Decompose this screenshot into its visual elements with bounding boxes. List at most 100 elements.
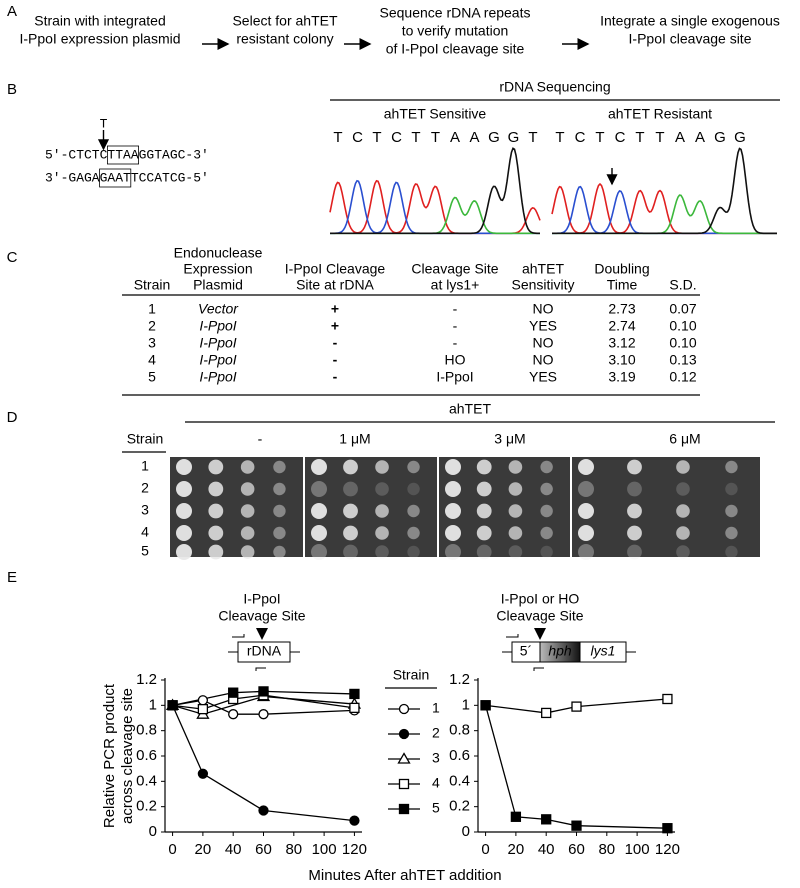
colony-spot [508, 460, 523, 474]
table-header: I-PpoI Cleavage [285, 261, 386, 277]
table-cell: YES [529, 318, 557, 334]
colony-spot [407, 460, 420, 474]
panel-letter: B [7, 81, 17, 98]
site-box [99, 168, 132, 188]
plate-image [170, 457, 760, 557]
table-cell: 2.73 [608, 301, 635, 317]
y-tick-label: 0.2 [449, 798, 470, 815]
colony-spot [240, 482, 255, 496]
colony-spot [627, 525, 642, 541]
table-header: Doubling [594, 261, 649, 277]
colony-spot [578, 525, 594, 541]
colony-spot [240, 504, 255, 518]
base-letter: T [431, 129, 440, 146]
colony-spot [725, 482, 738, 496]
gene-label: hph [548, 643, 572, 659]
colony-spot [407, 545, 420, 559]
series-line [484, 705, 668, 829]
colony-spot [627, 481, 642, 497]
colony-spot [208, 503, 224, 519]
y-tick-label: 0.6 [449, 747, 470, 764]
table-cell: 0.13 [669, 352, 696, 368]
point [197, 703, 209, 715]
panel-letter: A [7, 3, 17, 20]
x-axis-label: Minutes After ahTET addition [308, 867, 501, 884]
trace [551, 182, 777, 235]
step-text: of I-PpoI cleavage site [386, 41, 525, 57]
sequence: 3'-GAGAGAATTCCATCG-5' [45, 170, 209, 185]
step-text: to verify mutation [402, 23, 509, 39]
series-line [171, 705, 355, 822]
point [258, 686, 269, 697]
point [571, 820, 582, 831]
y-tick-label: 0.4 [136, 772, 157, 789]
table-cell: HO [445, 352, 466, 368]
colony-spot [273, 526, 286, 540]
colony-spot [508, 526, 523, 540]
legend-marker [398, 703, 410, 715]
table-cell: I-PpoI [436, 369, 473, 385]
primer [506, 634, 519, 638]
table-cell: I-PpoI [199, 335, 236, 351]
trace-label: ahTET Resistant [608, 106, 712, 122]
legend-label: 1 [432, 700, 440, 716]
mutation: T [100, 116, 108, 131]
legend-marker [398, 728, 410, 740]
x-tick-label: 0 [168, 841, 176, 858]
x-tick-label: 40 [225, 841, 242, 858]
table-cell: 2 [148, 318, 156, 334]
colony-spot [578, 544, 594, 560]
point [228, 709, 239, 720]
base-letter: C [575, 129, 586, 146]
colony-spot [343, 459, 358, 475]
table-cell: NO [533, 301, 554, 317]
y-tick-label: 1 [462, 696, 470, 713]
base-letter: C [615, 129, 626, 146]
colony-spot [508, 482, 523, 496]
x-tick-label: 120 [655, 841, 680, 858]
colony-spot [476, 544, 492, 560]
diagram-title: I-PpoI or HO [501, 591, 580, 607]
table-header: Time [607, 277, 638, 293]
colony-spot [725, 504, 738, 518]
colony-spot [627, 503, 642, 519]
legend-label: 2 [432, 725, 440, 741]
point [167, 700, 178, 711]
base-letter: G [488, 129, 500, 146]
x-tick-label: 0 [481, 841, 489, 858]
base-letter: T [555, 129, 564, 146]
colony-spot [311, 481, 327, 497]
point [541, 707, 552, 719]
colony-spot [343, 525, 358, 541]
colony-spot [540, 545, 553, 559]
table-cell: 0.10 [669, 335, 696, 351]
legend-label: 4 [432, 775, 440, 791]
colony-spot [343, 503, 358, 519]
colony-spot [208, 544, 224, 560]
diagram-title: I-PpoI [243, 591, 280, 607]
colony-spot [676, 526, 690, 540]
colony-spot [240, 545, 255, 559]
y-tick-label: 1.2 [136, 671, 157, 688]
table-header: S.D. [669, 277, 696, 293]
sequence: 5'-CTCTCTTAAGGTAGC-3' [45, 147, 209, 162]
table-cell: - [453, 318, 458, 334]
colony-spot [343, 544, 358, 560]
table-header: Cleavage Site [411, 261, 498, 277]
x-tick-label: 100 [625, 841, 650, 858]
point [258, 709, 269, 720]
colony-spot [176, 544, 192, 560]
base-letter: A [450, 129, 460, 146]
colony-spot [176, 459, 192, 475]
trace [330, 179, 540, 235]
colony-spot [375, 545, 389, 559]
colony-spot [343, 481, 358, 497]
cleavage-marker [256, 628, 268, 640]
legend-title: Strain [393, 667, 430, 683]
colony-spot [476, 525, 492, 541]
point [197, 695, 209, 706]
point [349, 815, 360, 826]
cleavage-marker [534, 628, 546, 640]
colony-spot [476, 459, 492, 475]
column-label: Strain [127, 431, 164, 447]
